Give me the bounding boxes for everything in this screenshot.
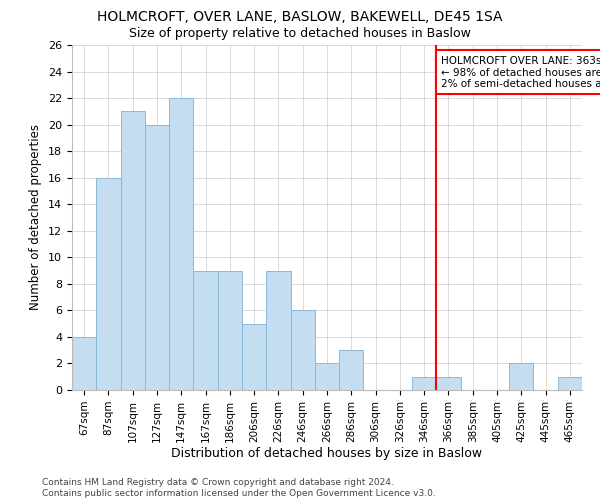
Y-axis label: Number of detached properties: Number of detached properties xyxy=(29,124,43,310)
Bar xyxy=(315,364,339,390)
Bar xyxy=(72,337,96,390)
Text: Contains HM Land Registry data © Crown copyright and database right 2024.
Contai: Contains HM Land Registry data © Crown c… xyxy=(42,478,436,498)
Bar xyxy=(145,124,169,390)
Bar xyxy=(266,270,290,390)
Text: Size of property relative to detached houses in Baslow: Size of property relative to detached ho… xyxy=(129,28,471,40)
Bar xyxy=(218,270,242,390)
Text: HOLMCROFT, OVER LANE, BASLOW, BAKEWELL, DE45 1SA: HOLMCROFT, OVER LANE, BASLOW, BAKEWELL, … xyxy=(97,10,503,24)
Bar xyxy=(193,270,218,390)
Bar xyxy=(96,178,121,390)
Bar xyxy=(509,364,533,390)
Bar xyxy=(436,376,461,390)
Bar xyxy=(242,324,266,390)
Bar xyxy=(121,112,145,390)
Bar xyxy=(412,376,436,390)
Bar xyxy=(339,350,364,390)
Bar xyxy=(169,98,193,390)
X-axis label: Distribution of detached houses by size in Baslow: Distribution of detached houses by size … xyxy=(172,448,482,460)
Text: HOLMCROFT OVER LANE: 363sqm
← 98% of detached houses are smaller (126)
2% of sem: HOLMCROFT OVER LANE: 363sqm ← 98% of det… xyxy=(441,56,600,89)
Bar xyxy=(290,310,315,390)
Bar xyxy=(558,376,582,390)
